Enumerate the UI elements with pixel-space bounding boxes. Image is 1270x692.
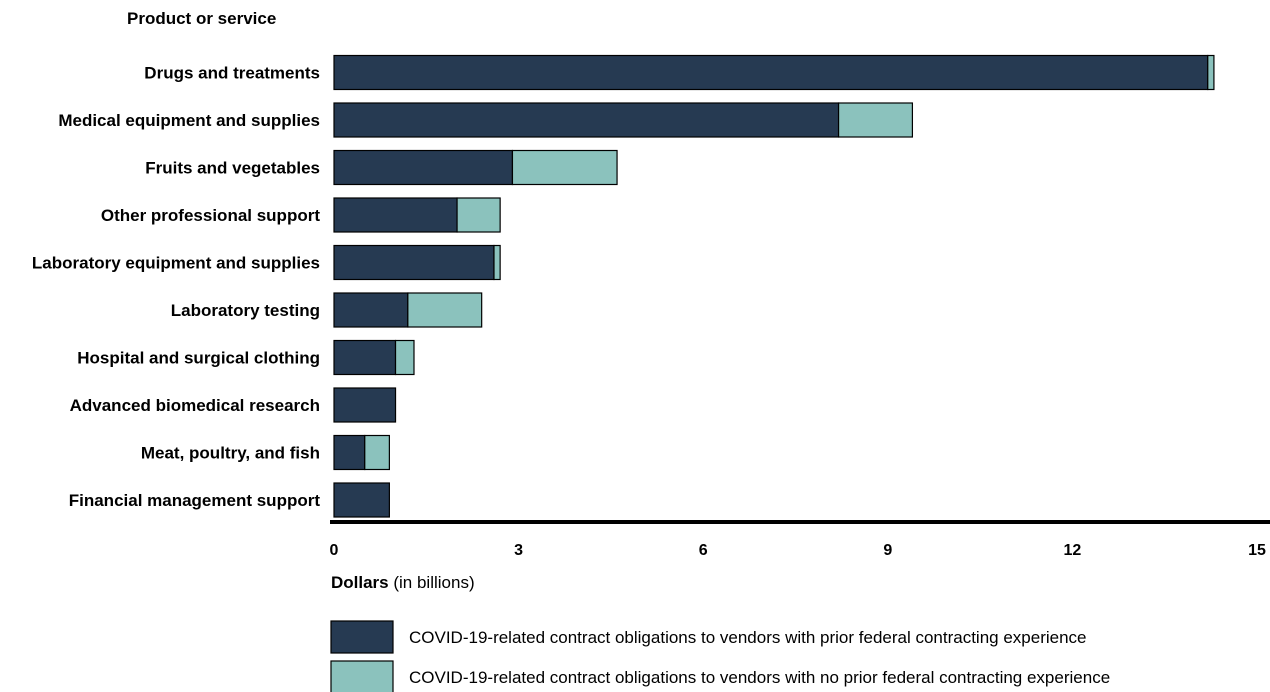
category-label-other-professional-support: Other professional support [101,206,320,225]
bar-advanced-biomedical-research-series-1 [333,387,397,423]
x-tick-label-6: 6 [699,542,708,559]
bar-meat-poultry-and-fish-series-2 [364,434,390,471]
bar-fruits-and-vegetables-series-2 [511,149,618,186]
bar-financial-management-support-series-1 [333,482,390,518]
legend: COVID-19-related contract obligations to… [330,620,1110,692]
category-label-drugs-and-treatments: Drugs and treatments [144,64,320,83]
category-label-advanced-biomedical-research: Advanced biomedical research [70,396,320,415]
category-label-meat-poultry-and-fish: Meat, poultry, and fish [141,444,320,463]
bar-drugs-and-treatments-series-2 [1207,54,1215,91]
x-axis-ticks: 0 3 6 9 12 15 [330,542,1266,559]
bar-medical-equipment-and-supplies-series-2 [837,102,914,138]
bar-hospital-and-surgical-clothing-series-1 [333,339,397,376]
category-labels: Drugs and treatments Medical equipment an… [32,64,320,511]
category-label-hospital-and-surgical-clothing: Hospital and surgical clothing [77,349,320,368]
x-axis-title-unit: (in billions) [389,573,475,592]
legend-label-2: COVID-19-related contract obligations to… [409,668,1110,687]
category-label-medical-equipment-and-supplies: Medical equipment and supplies [58,111,320,130]
legend-label-1: COVID-19-related contract obligations to… [409,628,1087,647]
legend-swatch-2 [330,660,394,692]
category-label-financial-management-support: Financial management support [69,491,321,510]
x-tick-label-12: 12 [1064,542,1082,559]
bar-medical-equipment-and-supplies-series-1 [333,102,840,138]
bar-laboratory-equipment-and-supplies-series-2 [493,244,501,281]
category-label-laboratory-testing: Laboratory testing [171,301,320,320]
bar-laboratory-testing-series-1 [333,292,409,328]
bar-hospital-and-surgical-clothing-series-2 [394,339,415,376]
bar-other-professional-support-series-2 [456,197,501,233]
x-tick-label-3: 3 [514,542,523,559]
bar-meat-poultry-and-fish-series-1 [333,434,366,471]
x-axis-title-bold: Dollars [331,573,389,592]
bar-laboratory-testing-series-2 [407,292,483,328]
x-tick-label-15: 15 [1248,542,1266,559]
x-axis-title: Dollars (in billions) [331,573,475,592]
x-tick-label-9: 9 [883,542,892,559]
category-axis-title: Product or service [127,9,276,28]
bar-fruits-and-vegetables-series-1 [333,149,514,186]
legend-swatch-1 [330,620,394,654]
bar-drugs-and-treatments-series-1 [333,54,1209,91]
category-label-fruits-and-vegetables: Fruits and vegetables [145,159,320,178]
bars-layer [333,54,1215,518]
bar-laboratory-equipment-and-supplies-series-1 [333,244,495,281]
category-label-laboratory-equipment-and-supplies: Laboratory equipment and supplies [32,254,320,273]
bar-other-professional-support-series-1 [333,197,458,233]
x-tick-label-0: 0 [330,542,339,559]
